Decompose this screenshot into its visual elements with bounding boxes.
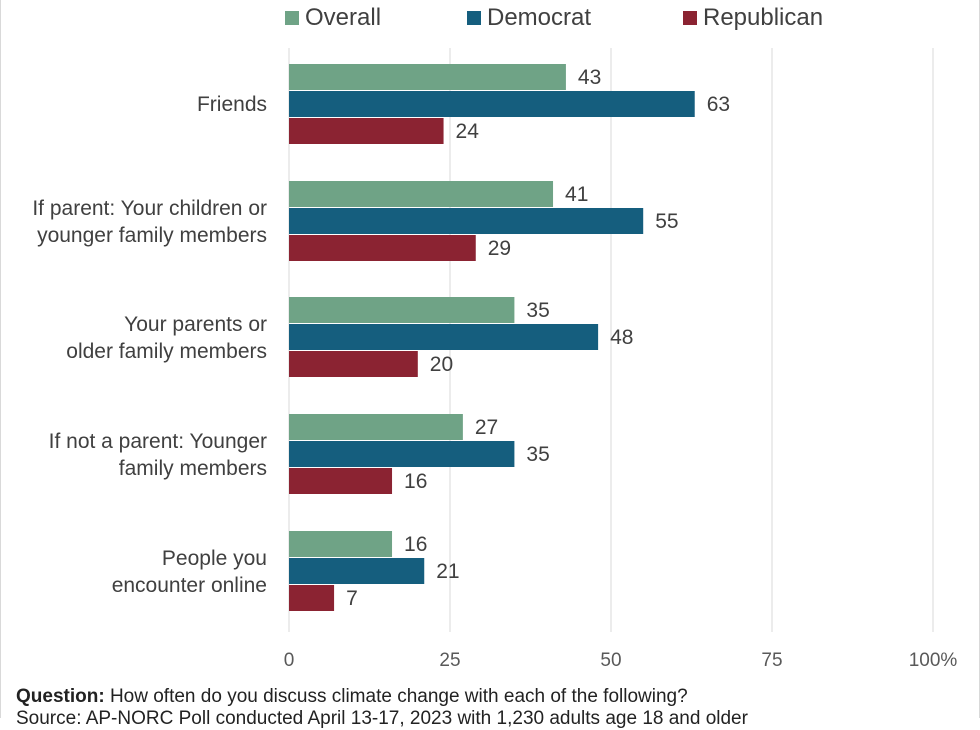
category-label-line: Your parents or <box>124 312 267 336</box>
category-label-line: If parent: Your children or <box>32 196 267 220</box>
category-label-line: younger family members <box>37 223 267 247</box>
category-label-line: family members <box>118 456 267 480</box>
legend: Overall Democrat Republican <box>0 4 980 32</box>
category-label-3: If not a parent: Younger family members <box>49 428 267 482</box>
bar-overall-1 <box>289 181 554 207</box>
legend-swatch-overall <box>285 11 299 25</box>
source-note: Source: AP-NORC Poll conducted April 13-… <box>16 708 748 729</box>
x-tick-label-100: 100% <box>909 650 958 671</box>
data-label-republican-2: 20 <box>430 353 453 376</box>
legend-label-democrat: Democrat <box>487 4 592 31</box>
category-label-line: People you <box>161 546 267 570</box>
bar-republican-1 <box>289 235 476 261</box>
bar-republican-2 <box>289 351 418 377</box>
data-label-republican-3: 16 <box>404 470 427 493</box>
bar-democrat-0 <box>289 91 695 117</box>
data-label-democrat-0: 63 <box>707 93 730 116</box>
data-label-republican-0: 24 <box>456 120 480 143</box>
legend-swatch-republican <box>683 11 697 25</box>
x-tick-label-0: 0 <box>284 650 295 671</box>
data-label-overall-3: 27 <box>475 416 498 439</box>
x-tick-label-25: 25 <box>439 650 460 671</box>
legend-item-democrat: Democrat <box>467 4 591 32</box>
bar-republican-3 <box>289 468 393 494</box>
data-label-republican-4: 7 <box>346 587 358 610</box>
bar-overall-2 <box>289 297 515 323</box>
data-label-overall-0: 43 <box>578 66 601 89</box>
question-label: Question: <box>16 686 105 707</box>
bar-overall-3 <box>289 414 463 440</box>
data-label-democrat-4: 21 <box>436 560 459 583</box>
data-label-democrat-2: 48 <box>610 326 633 349</box>
bar-republican-4 <box>289 585 335 611</box>
category-label-line: older family members <box>66 339 267 363</box>
legend-label-overall: Overall <box>305 4 382 31</box>
x-tick-label-75: 75 <box>761 650 782 671</box>
bar-republican-0 <box>289 118 444 144</box>
bar-democrat-2 <box>289 324 599 350</box>
category-label-1: If parent: Your children or younger famil… <box>32 195 267 249</box>
category-label-line: Friends <box>196 93 267 116</box>
bar-democrat-4 <box>289 558 425 584</box>
category-label-0: Friends <box>197 91 267 118</box>
bar-overall-4 <box>289 531 393 557</box>
bar-democrat-3 <box>289 441 515 467</box>
legend-swatch-democrat <box>467 11 481 25</box>
data-label-democrat-1: 55 <box>655 210 678 233</box>
category-label-2: Your parents or older family members <box>66 311 267 365</box>
bar-democrat-1 <box>289 208 644 234</box>
question-text: How often do you discuss climate change … <box>104 686 688 707</box>
x-tick-label-50: 50 <box>600 650 621 671</box>
category-label-line: encounter online <box>111 573 267 597</box>
data-label-overall-4: 16 <box>404 533 427 556</box>
legend-item-republican: Republican <box>683 4 823 32</box>
question-note: Question: How often do you discuss clima… <box>16 686 688 708</box>
data-label-overall-2: 35 <box>526 299 549 322</box>
category-label-4: People you encounter online <box>112 545 267 599</box>
legend-label-republican: Republican <box>703 4 824 31</box>
data-label-overall-1: 41 <box>565 183 588 206</box>
legend-item-overall: Overall <box>285 4 381 32</box>
category-label-line: If not a parent: Younger <box>48 429 267 453</box>
data-label-republican-1: 29 <box>488 237 511 260</box>
data-label-democrat-3: 35 <box>526 443 549 466</box>
bar-overall-0 <box>289 64 566 90</box>
